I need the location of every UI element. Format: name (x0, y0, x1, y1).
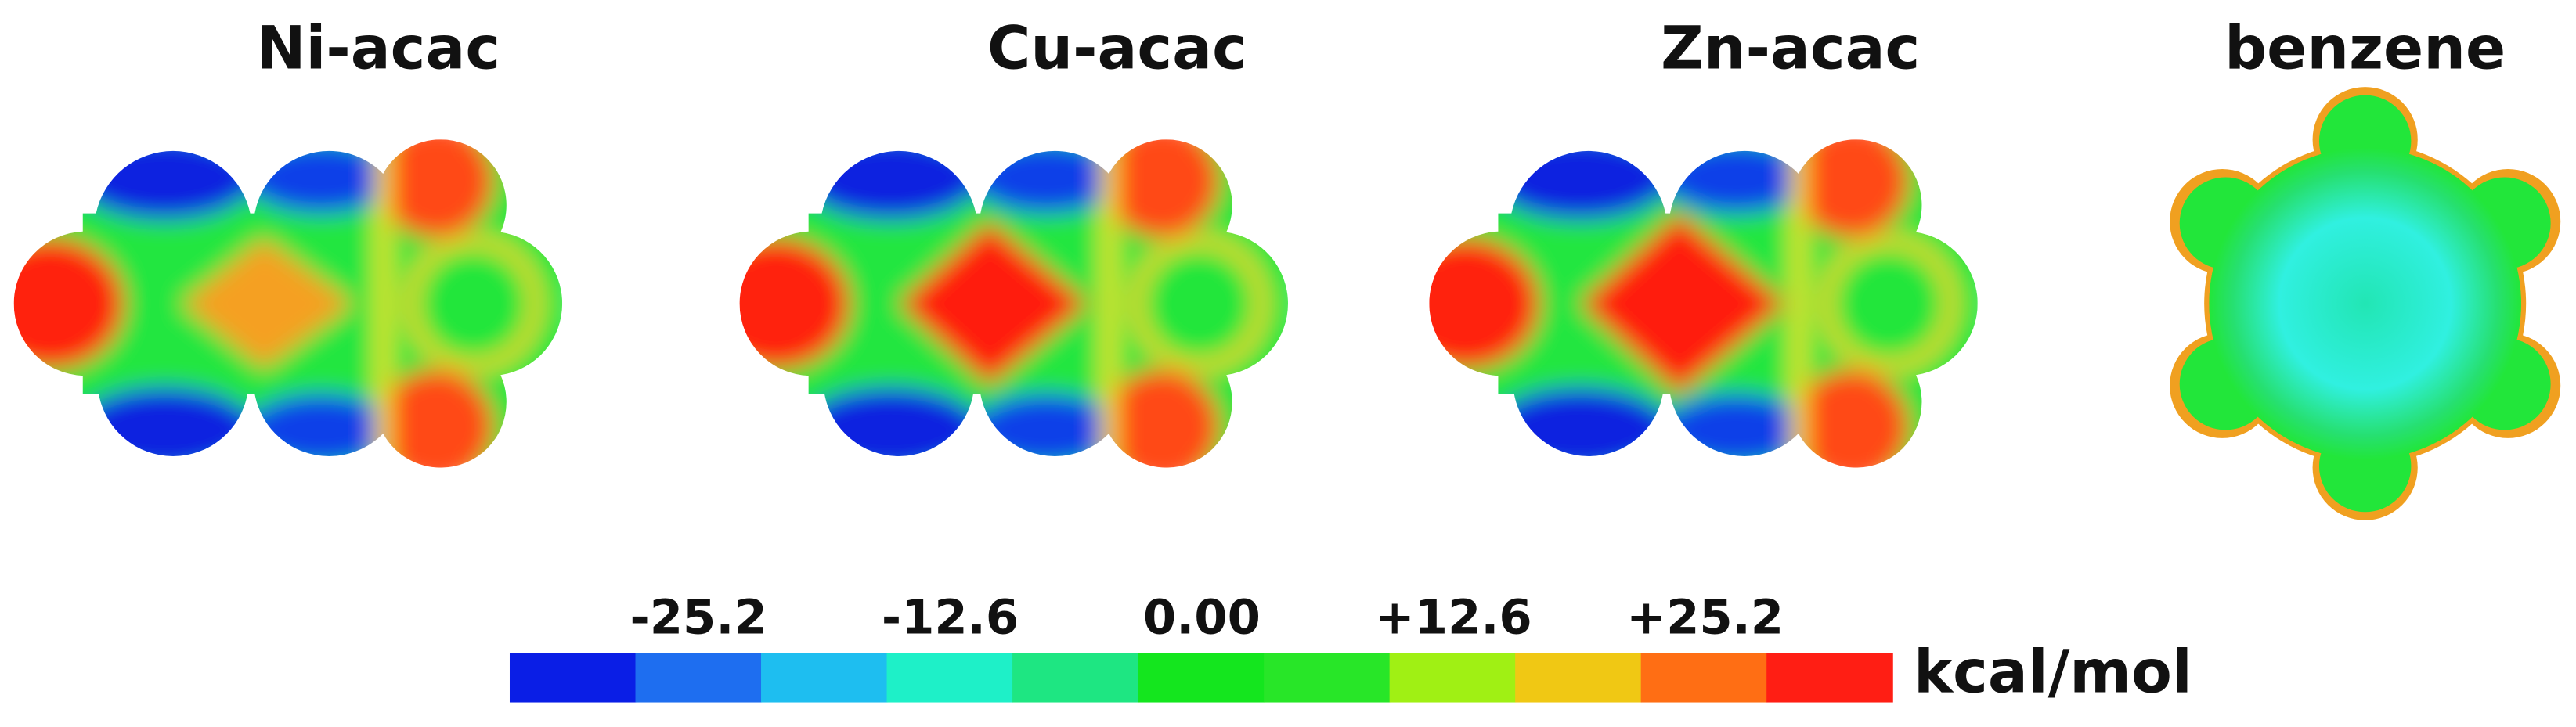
panel-title: Cu-acac (987, 14, 1247, 83)
cu-acac-map (739, 139, 1289, 468)
colorbar-segment (1264, 653, 1391, 703)
panel-title: benzene (2224, 14, 2506, 83)
colorbar-tick-label: +12.6 (1375, 590, 1532, 645)
colorbar-segment (1012, 653, 1139, 703)
colorbar-unit: kcal/mol (1914, 637, 2192, 706)
colorbar-segment (509, 653, 637, 703)
panel-title: Zn-acac (1661, 14, 1920, 83)
panel-title: Ni-acac (256, 14, 500, 83)
benzene-map (2170, 87, 2561, 520)
colorbar-segment (886, 653, 1014, 703)
colorbar-segment (1766, 653, 1893, 703)
colorbar-tick-label: 0.00 (1143, 590, 1261, 645)
colorbar-tick-label: -12.6 (882, 590, 1019, 645)
colorbar-tick-label: -25.2 (630, 590, 767, 645)
zn-acac-map (1429, 139, 1978, 468)
colorbar-segment (761, 653, 888, 703)
colorbar: -25.2 -12.6 0.00 +12.6 +25.2 (509, 590, 1893, 703)
colorbar-segment (1515, 653, 1642, 703)
colorbar-segment (1640, 653, 1768, 703)
colorbar-tick-label: +25.2 (1626, 590, 1784, 645)
colorbar-segment (1138, 653, 1265, 703)
colorbar-segment (1389, 653, 1517, 703)
colorbar-segment (635, 653, 763, 703)
ni-acac-map (13, 139, 563, 468)
